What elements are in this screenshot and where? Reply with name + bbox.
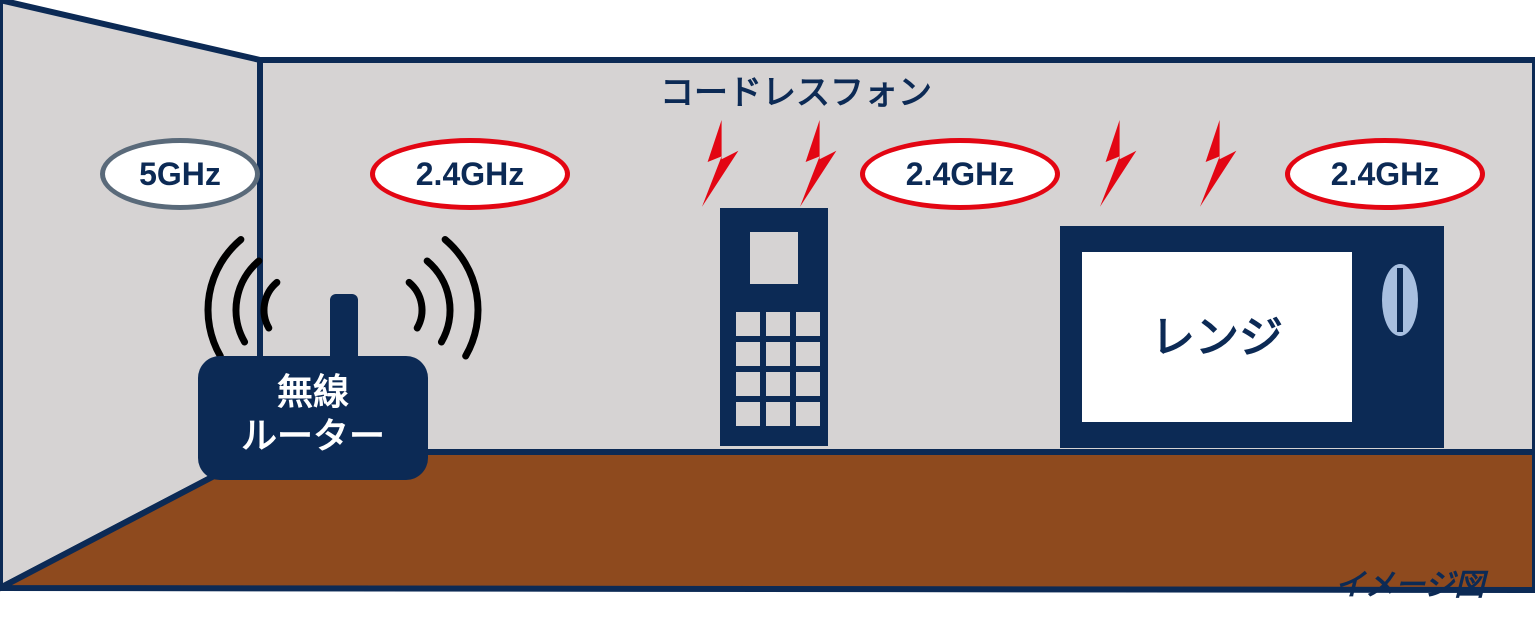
cordless-phone-title: コードレスフォン bbox=[660, 65, 932, 114]
diagram-stage: 無線 ルーター レンジ 5GHz 2.4GHz 2.4GHz 2.4GHz コードレス… bbox=[0, 0, 1535, 617]
microwave-label: レンジ bbox=[1151, 313, 1283, 362]
phone-key bbox=[796, 402, 820, 426]
phone-key bbox=[736, 312, 760, 336]
phone-key bbox=[736, 402, 760, 426]
badge-24-microwave: 2.4GHz bbox=[1285, 138, 1485, 210]
phone-key bbox=[766, 402, 790, 426]
router-label-line2: ルーター bbox=[241, 415, 385, 456]
phone-key bbox=[766, 372, 790, 396]
phone-key bbox=[796, 312, 820, 336]
badge-24-phone: 2.4GHz bbox=[860, 138, 1060, 210]
router-label-line1: 無線 bbox=[277, 371, 349, 412]
phone-key bbox=[796, 342, 820, 366]
phone-key bbox=[766, 312, 790, 336]
phone-key bbox=[736, 342, 760, 366]
badge-24-router: 2.4GHz bbox=[370, 138, 570, 210]
phone-key bbox=[736, 372, 760, 396]
caption-label: イメージ図 bbox=[1335, 560, 1484, 604]
phone-key bbox=[766, 342, 790, 366]
badge-5ghz: 5GHz bbox=[100, 138, 260, 210]
phone-key bbox=[796, 372, 820, 396]
cordless-phone-icon bbox=[720, 208, 828, 446]
